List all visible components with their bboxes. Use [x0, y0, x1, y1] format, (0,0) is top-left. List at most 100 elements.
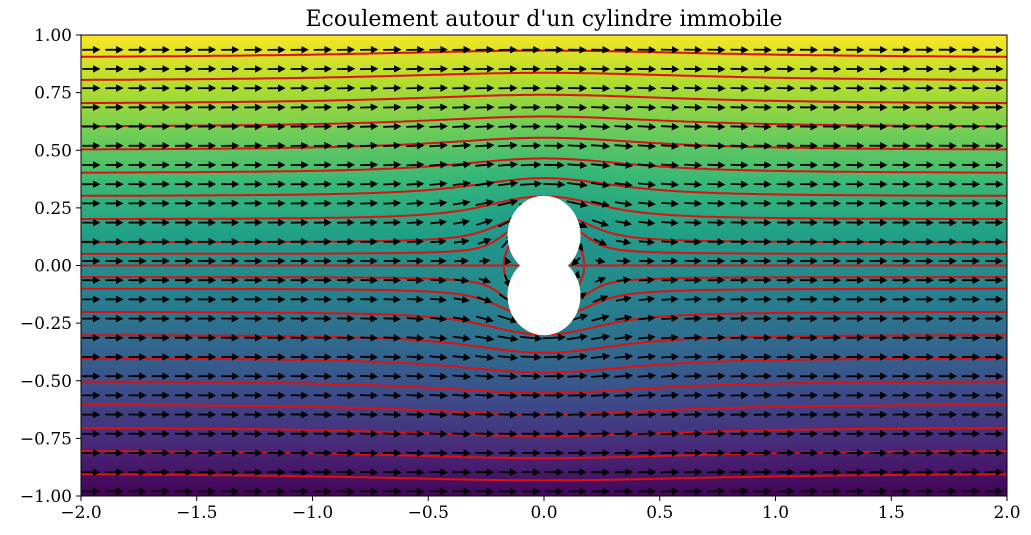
quiver-arrow-334 [406, 334, 425, 342]
quiver-arrow-306 [684, 353, 703, 361]
quiver-arrow-655 [429, 180, 448, 188]
quiver-arrow-776 [452, 122, 472, 131]
quiver-arrow-785 [660, 122, 680, 131]
upper-mask-circle [507, 195, 581, 276]
quiver-arrow-333 [383, 334, 402, 342]
quiver-arrow-574 [406, 218, 425, 227]
quiver-arrow-772 [360, 122, 379, 131]
quiver-arrow-341 [566, 333, 589, 341]
quiver-arrow-498 [504, 256, 512, 266]
quiver-arrow-296 [452, 353, 471, 362]
quiver-arrow-704 [637, 161, 657, 169]
quiver-arrow-299 [520, 353, 542, 361]
quiver-arrow-218 [498, 391, 518, 400]
quiver-arrow-346 [684, 333, 703, 342]
quiver-arrow-304 [637, 352, 657, 361]
quiver-arrow-747 [707, 142, 726, 150]
quiver-arrow-335 [429, 334, 448, 342]
quiver-arrow-778 [498, 122, 518, 131]
quiver-arrow-855 [429, 84, 448, 92]
quiver-arrow-337 [475, 334, 495, 343]
quiver-arrow-225 [660, 391, 680, 400]
quiver-arrow-863 [614, 84, 634, 93]
quiver-arrow-293 [383, 353, 402, 361]
y-tick-label: 0.75 [34, 84, 72, 104]
quiver-arrow-653 [383, 180, 402, 188]
quiver-arrow-692 [360, 161, 379, 169]
quiver-arrow-214 [406, 391, 425, 400]
quiver-arrow-652 [360, 180, 379, 188]
y-tick-label: 1.00 [34, 26, 72, 46]
quiver-arrow-464 [638, 276, 655, 284]
quiver-arrow-733 [383, 141, 402, 150]
x-axis-ticks: −2.0 −1.5 −1.0 −0.5 0.0 0.5 1.0 1.5 2.0 [60, 496, 1021, 523]
y-tick-label: −0.25 [20, 314, 72, 334]
quiver-arrow-667 [707, 180, 726, 189]
quiver-arrow-573 [383, 218, 402, 227]
quiver-arrow-178 [498, 410, 518, 419]
quiver-arrow-184 [637, 410, 657, 419]
quiver-arrow-787 [707, 122, 726, 131]
quiver-arrow-582 [591, 219, 610, 227]
quiver-arrow-585 [661, 218, 679, 227]
quiver-arrow-660 [543, 180, 566, 189]
quiver-arrow-455 [430, 276, 447, 285]
quiver-arrow-174 [406, 410, 425, 419]
quiver-arrow-295 [429, 353, 448, 361]
quiver-arrow-621 [566, 200, 589, 209]
quiver-arrow-173 [383, 410, 402, 419]
quiver-arrow-743 [614, 142, 634, 150]
quiver-arrow-345 [661, 333, 679, 342]
quiver-arrow-175 [429, 410, 448, 419]
quiver-arrow-384 [638, 314, 656, 323]
quiver-arrow-227 [707, 391, 726, 400]
quiver-arrow-625 [661, 199, 679, 208]
quiver-arrow-617 [475, 199, 495, 207]
quiver-arrow-865 [660, 84, 680, 93]
quiver-arrow-624 [638, 199, 656, 208]
quiver-arrow-706 [684, 161, 703, 169]
quiver-arrow-424 [638, 295, 656, 303]
quiver-arrow-292 [360, 353, 379, 361]
quiver-arrow-777 [475, 122, 495, 131]
quiver-arrow-386 [684, 314, 703, 323]
quiver-arrow-695 [429, 161, 448, 169]
quiver-arrow-503 [616, 257, 631, 265]
quiver-arrow-213 [383, 391, 402, 400]
quiver-arrow-501 [571, 257, 581, 266]
quiver-arrow-744 [637, 142, 657, 150]
quiver-arrow-502 [595, 257, 606, 265]
quiver-arrow-745 [660, 142, 680, 150]
quiver-arrow-736 [452, 141, 472, 150]
quiver-arrow-545 [661, 238, 679, 246]
quiver-arrow-262 [591, 372, 611, 380]
quiver-arrow-812 [360, 103, 379, 112]
quiver-arrow-775 [429, 122, 448, 131]
quiver-arrow-183 [614, 410, 634, 419]
quiver-arrow-463 [616, 276, 632, 284]
x-tick-label: 2.0 [993, 503, 1020, 523]
quiver-arrow-662 [590, 180, 611, 189]
y-tick-label: 0.25 [34, 199, 72, 219]
quiver-arrow-457 [478, 276, 491, 284]
quiver-arrow-853 [383, 84, 402, 92]
quiver-arrow-143 [614, 429, 634, 438]
quiver-arrow-734 [406, 141, 425, 150]
quiver-arrow-261 [567, 372, 588, 380]
quiver-arrow-825 [660, 103, 680, 112]
quiver-arrow-133 [383, 430, 402, 438]
quiver-arrow-664 [637, 180, 656, 189]
quiver-arrow-497 [479, 257, 491, 265]
quiver-arrow-375 [430, 315, 448, 323]
quiver-arrow-781 [567, 122, 588, 131]
quiver-arrow-707 [707, 161, 726, 169]
quiver-arrow-382 [591, 314, 610, 322]
quiver-arrow-267 [707, 372, 726, 380]
quiver-arrow-266 [684, 372, 703, 380]
quiver-arrow-263 [614, 372, 634, 380]
quiver-arrow-654 [406, 180, 425, 188]
quiver-arrow-336 [452, 334, 471, 342]
quiver-arrow-136 [452, 430, 472, 438]
quiver-arrow-187 [707, 410, 726, 419]
quiver-arrow-144 [637, 429, 657, 438]
